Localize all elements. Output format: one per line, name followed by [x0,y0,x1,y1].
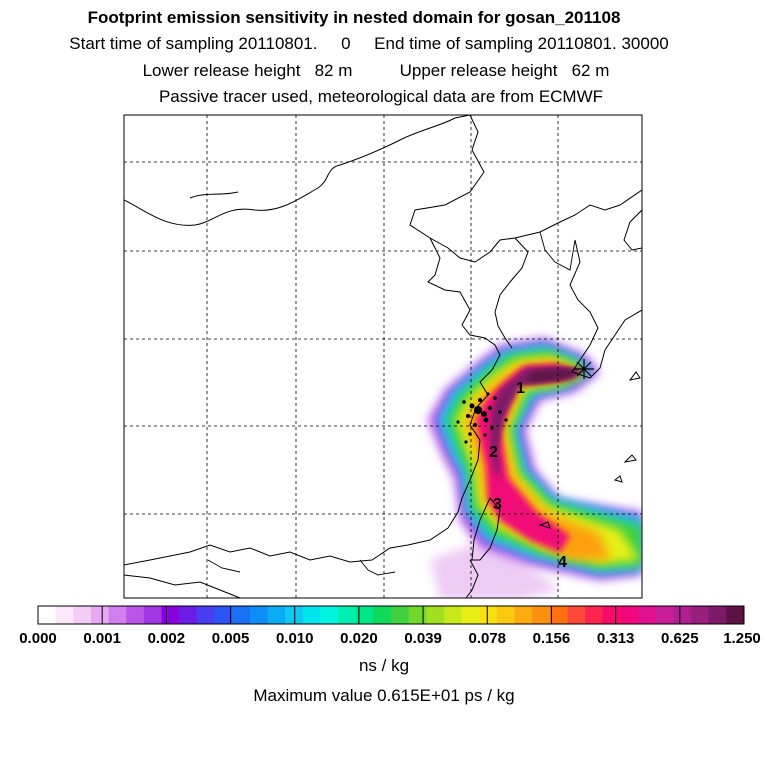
maximum-value: Maximum value 0.615E+01 ps / kg [253,686,515,705]
colorbar-cell [302,606,321,624]
colorbar-cell [179,606,198,624]
map-title: Footprint emission sensitivity in nested… [87,8,621,27]
colorbar-cell [620,606,639,624]
plume-dark-core-2 [528,369,580,383]
colorbar-cell [479,606,498,624]
colorbar-cell [602,606,621,624]
marker-2: 2 [489,444,498,461]
colorbar-cell [355,606,374,624]
colorbar-cell [161,606,180,624]
colorbar-cell [73,606,92,624]
marker-3: 3 [493,496,502,513]
source-dots [456,392,508,444]
colorbar-cells [38,606,745,624]
colorbar-tick-label: 0.078 [468,630,506,647]
colorbar-ticks [37,606,745,624]
colorbar-cell [196,606,215,624]
footprint-map: 1 2 3 4 [123,114,643,599]
colorbar-cell [267,606,286,624]
colorbar-tick-label: 0.020 [340,630,378,647]
colorbar-cell [426,606,445,624]
colorbar-cell [55,606,74,624]
sensitivity-plume [428,338,642,598]
colorbar-cell [249,606,268,624]
colorbar-cell [585,606,604,624]
colorbar-cell [38,606,57,624]
colorbar-tick-label: 1.250 [723,630,761,647]
colorbar-cell [443,606,463,624]
colorbar-cell [691,606,710,624]
colorbar-tick-label: 0.625 [661,630,699,647]
marker-4: 4 [558,554,567,571]
colorbar-cell [461,606,480,624]
colorbar-cell [655,606,674,624]
colorbar: 0.000 0.001 0.002 0.005 0.010 0.020 0.039 0.078… [19,605,761,647]
colorbar-cell [108,606,127,624]
colorbar-cell [373,606,392,624]
map-gridlines [124,115,642,598]
colorbar-tick-label: 0.010 [276,630,314,647]
cross-star-icon [574,359,594,379]
tracer-info-line: Passive tracer used, meteorological data… [158,87,604,106]
colorbar-cell [673,606,692,624]
colorbar-cell [232,606,251,624]
colorbar-unit: ns / kg [358,656,410,675]
colorbar-cell [338,606,357,624]
map-frame [123,114,643,599]
colorbar-cell [496,606,516,624]
colorbar-cell [532,606,551,624]
coastlines [124,115,642,598]
colorbar-tick-label: 0.156 [533,630,571,647]
plume-faint-south [430,545,560,598]
colorbar-cell [514,606,533,624]
colorbar-tick-label: 0.005 [212,630,250,647]
colorbar-tick-label: 0.000 [19,630,57,647]
sampling-time-line: Start time of sampling 20110801. 0 End t… [69,34,669,53]
colorbar-cell [567,606,586,624]
colorbar-cell [638,606,657,624]
colorbar-cell [726,606,745,624]
colorbar-cell [320,606,339,624]
colorbar-cell [391,606,410,624]
colorbar-tick-label: 0.001 [83,630,121,647]
colorbar-tick-label: 0.002 [148,630,186,647]
country-borders [207,231,576,576]
colorbar-cell [90,606,110,624]
colorbar-cell [708,606,727,624]
colorbar-cell [549,606,568,624]
colorbar-cell [285,606,304,624]
colorbar-tick-label: 0.039 [404,630,442,647]
colorbar-tick-label: 0.313 [597,630,635,647]
colorbar-cell [214,606,233,624]
plume-dark-core [490,366,586,480]
marker-1: 1 [516,380,525,397]
colorbar-cell [408,606,427,624]
release-height-line: Lower release height 82 m Upper release … [142,61,610,80]
colorbar-cell [143,606,163,624]
colorbar-cell [126,606,145,624]
